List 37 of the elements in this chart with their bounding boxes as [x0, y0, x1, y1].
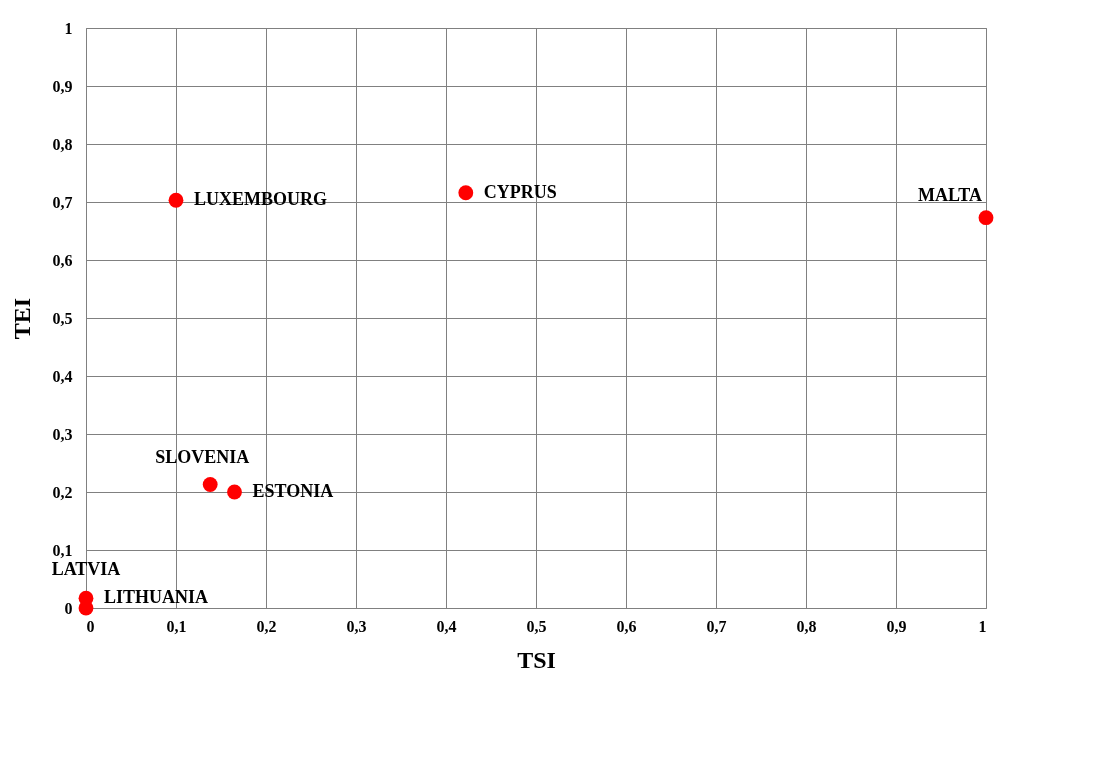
y-tick-label: 0,4 [52, 367, 73, 385]
point [458, 185, 474, 201]
annotation: LITHUANIA [104, 587, 209, 607]
y-tick-label: 0,8 [52, 135, 73, 153]
x-tick-label: 0,4 [436, 617, 457, 635]
x-tick-label: 0,2 [256, 617, 277, 635]
point [978, 210, 994, 226]
y-tick-label: 0,7 [52, 193, 73, 211]
y-tick-label: 0,2 [52, 483, 73, 501]
x-tick-label: 0,6 [616, 617, 637, 635]
point [202, 477, 218, 492]
annotation: MALTA [917, 184, 982, 205]
y-tick-label: 0,9 [52, 77, 73, 95]
y-tick-label: 0 [64, 599, 73, 617]
y-tick-label: 0,1 [52, 541, 73, 559]
annotation: LUXEMBOURG [194, 189, 328, 210]
y-tick-label: 0,6 [52, 251, 73, 269]
y-tick-label: 0,5 [52, 309, 73, 327]
x-tick-label: 0 [86, 617, 95, 635]
x-tick-label: 0,8 [796, 617, 817, 635]
x-tick-label: 0,3 [346, 617, 367, 635]
x-tick-label: 0,9 [886, 617, 907, 635]
annotation: ESTONIA [252, 481, 334, 501]
annotation: SLOVENIA [155, 447, 250, 468]
annotation: LATVIA [51, 559, 121, 580]
x-tick-label: 1 [978, 617, 987, 635]
point [78, 600, 94, 616]
x-tick-label: 0,7 [706, 617, 727, 635]
point [227, 484, 242, 500]
y-tick-label: 1 [64, 19, 73, 37]
x-axis-title: TSI [517, 646, 556, 673]
x-tick-label: 0,1 [166, 617, 187, 635]
x-tick-label: 0,5 [526, 617, 547, 635]
point [168, 192, 184, 208]
annotation: CYPRUS [483, 181, 557, 202]
y-tick-label: 0,3 [52, 425, 73, 443]
y-axis-title: TEI [8, 297, 35, 340]
